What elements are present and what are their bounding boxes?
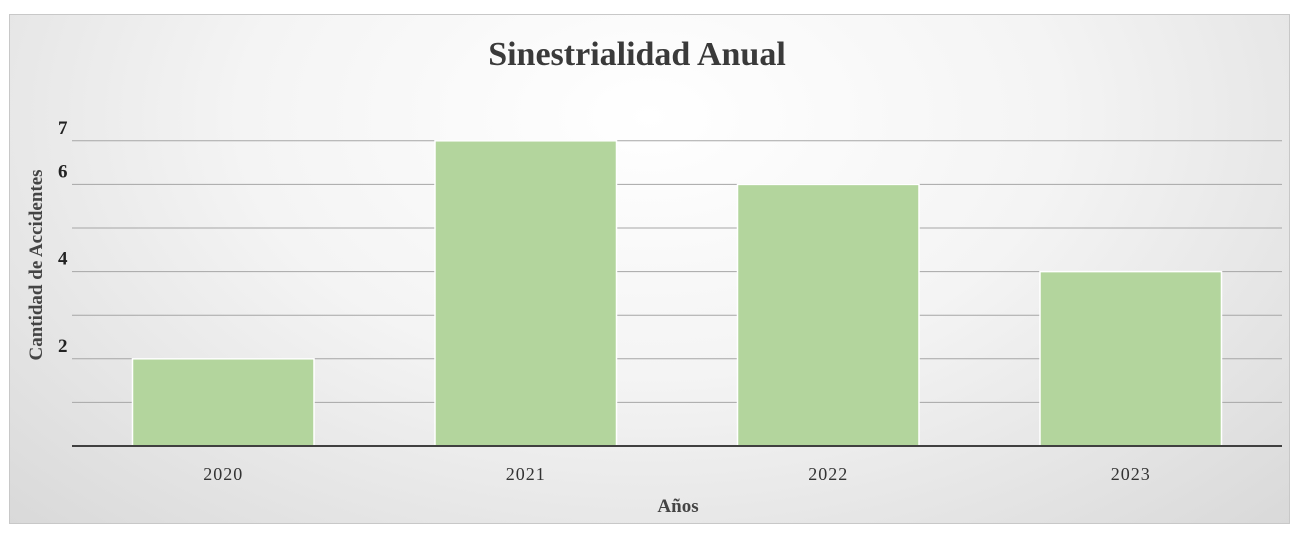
bar-2021 — [434, 140, 618, 447]
x-axis-title: Años — [657, 496, 698, 517]
y-tick-labels: 2 4 6 7 — [58, 118, 68, 357]
x-tick-label: 2023 — [1111, 464, 1151, 484]
y-tick-label: 6 — [58, 161, 68, 182]
x-tick-label: 2022 — [808, 464, 848, 484]
y-tick-label: 2 — [58, 336, 68, 357]
bars — [131, 140, 1223, 447]
x-tick-labels: 2020 2021 2022 2023 — [203, 464, 1151, 484]
bar-2023 — [1039, 270, 1223, 447]
chart-title: Sinestrialidad Anual — [488, 36, 786, 73]
x-tick-label: 2020 — [203, 464, 243, 484]
y-tick-label: 4 — [58, 249, 68, 270]
bar-2020 — [131, 358, 315, 447]
y-axis-title: Cantidad de Accidentes — [26, 169, 47, 360]
bar-2022 — [736, 183, 920, 447]
x-tick-label: 2021 — [506, 464, 546, 484]
y-tick-label: 7 — [58, 118, 68, 139]
